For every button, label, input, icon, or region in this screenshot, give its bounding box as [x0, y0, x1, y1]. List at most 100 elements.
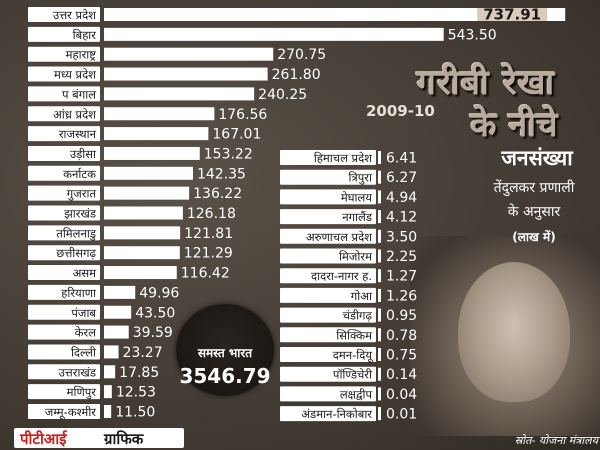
list-bar [378, 190, 381, 204]
bar [104, 266, 177, 280]
list-value-label: 3.50 [386, 229, 417, 245]
bar [104, 325, 129, 339]
bar-category-label: उत्तर प्रदेश [53, 8, 96, 22]
bar-value-label: 737.91 [483, 6, 541, 24]
bar-category-label: प बंगाल [62, 87, 96, 101]
total-value: 3546.79 [179, 364, 271, 388]
list-category-label: हिमाचल प्रदेश [314, 151, 372, 165]
bar-value-label: 12.53 [116, 385, 156, 401]
list-category-label: लक्षद्वीप [340, 387, 373, 401]
subtitle-main: जनसंख्या [501, 146, 573, 170]
list-bar [378, 328, 381, 342]
bar-label-box [28, 106, 100, 122]
bar-value-label: 126.18 [187, 206, 236, 222]
bar-label-box [28, 185, 100, 201]
bar-category-label: बिहार [73, 28, 97, 42]
bar [104, 166, 193, 180]
bar [104, 305, 132, 319]
list-value-label: 0.04 [386, 387, 417, 403]
bar-label-box [28, 46, 100, 62]
bar-category-label: दिल्ली [71, 345, 97, 359]
bar-value-label: 153.22 [204, 146, 253, 162]
bar [104, 47, 274, 61]
list-bar [378, 151, 381, 164]
list-value-label: 1.26 [386, 288, 417, 304]
total-circle [176, 304, 274, 396]
list-value-label: 4.94 [386, 190, 417, 206]
bar-value-label: 167.01 [212, 127, 261, 143]
bar-category-label: महाराष्ट्र [66, 48, 97, 62]
list-category-label: अरुणाचल प्रदेश [306, 230, 372, 244]
bar-label-box [28, 364, 100, 380]
list-label-box [280, 307, 376, 323]
bar-value-label: 39.59 [133, 325, 173, 341]
logo-text-pti: पीटीआई [20, 430, 67, 448]
list-category-label: दादरा-नागर ह. [311, 269, 372, 283]
bar [104, 67, 268, 81]
bar [104, 127, 209, 141]
bar [104, 285, 136, 299]
total-label: समस्त भारत [197, 346, 253, 360]
list-bar [378, 308, 381, 322]
list-bar [378, 229, 381, 243]
bar-category-label: जम्मू-कश्मीर [45, 405, 97, 420]
list-value-label: 6.27 [386, 170, 417, 186]
list-value-label: 0.14 [386, 367, 417, 383]
bar-label-box [28, 265, 100, 281]
list-label-box [280, 287, 376, 303]
bar [104, 365, 116, 379]
bar-label-box [28, 126, 100, 142]
logo-badge [14, 428, 184, 448]
subtitle-line3: के अनुसार [507, 204, 561, 220]
bar-label-box [28, 225, 100, 241]
list-value-label: 0.95 [386, 308, 417, 324]
list-label-box [280, 386, 376, 402]
list-label-box [280, 406, 376, 422]
bar-value-label: 23.27 [123, 345, 163, 361]
bar [104, 385, 112, 399]
bar-label-box [28, 66, 100, 82]
bar-category-label: छत्तीसगढ़ [56, 246, 96, 260]
list-category-label: त्रिपुरा [348, 171, 373, 186]
list-value-label: 0.01 [386, 407, 417, 423]
bar-value-label: 121.29 [184, 246, 233, 262]
bar-label-box [28, 284, 100, 300]
list-label-box [280, 347, 376, 362]
chart-year: 2009-10 [366, 102, 435, 120]
bar-label-box [28, 86, 100, 102]
list-category-label: नगालैंड [342, 210, 373, 224]
bar-value-label: 270.75 [277, 47, 326, 63]
bar [104, 405, 112, 418]
bar-category-label: उत्तराखंड [59, 365, 97, 379]
child-face-image [458, 262, 570, 402]
bar [104, 27, 444, 41]
bar-label-box [28, 26, 100, 42]
bar-category-label: तमिलनाडु [56, 226, 97, 241]
bar-label-box [28, 304, 100, 320]
small-states-list: हिमाचल प्रदेश 6.41 त्रिपुरा 6.27 मेघालय 4.94 न… [280, 150, 417, 423]
bar-value-highlight [477, 8, 548, 21]
list-label-box [280, 248, 376, 264]
list-label-box [280, 366, 376, 382]
bar-label-box [28, 384, 100, 400]
bar-category-label: उड़ीसा [70, 147, 97, 161]
list-label-box [280, 209, 376, 225]
bar-value-label: 176.56 [218, 107, 267, 123]
bar-value-label: 261.80 [272, 67, 321, 83]
bar [104, 226, 181, 240]
list-category-label: चंडीगढ़ [343, 309, 373, 323]
list-category-label: मेघालय [341, 190, 372, 204]
bar [104, 87, 255, 101]
bar-category-label: गुजरात [67, 187, 97, 202]
bar-category-label: राजस्थान [59, 127, 97, 141]
list-label-box [280, 268, 376, 284]
bar-category-label: झारखंड [64, 207, 97, 221]
bar-value-label: 49.96 [139, 285, 179, 301]
bar-label-box [28, 404, 100, 419]
bar [104, 206, 183, 220]
list-bar [378, 348, 381, 361]
bar-category-label: केरल [75, 326, 97, 340]
bar [104, 246, 180, 260]
list-label-box [280, 327, 376, 343]
